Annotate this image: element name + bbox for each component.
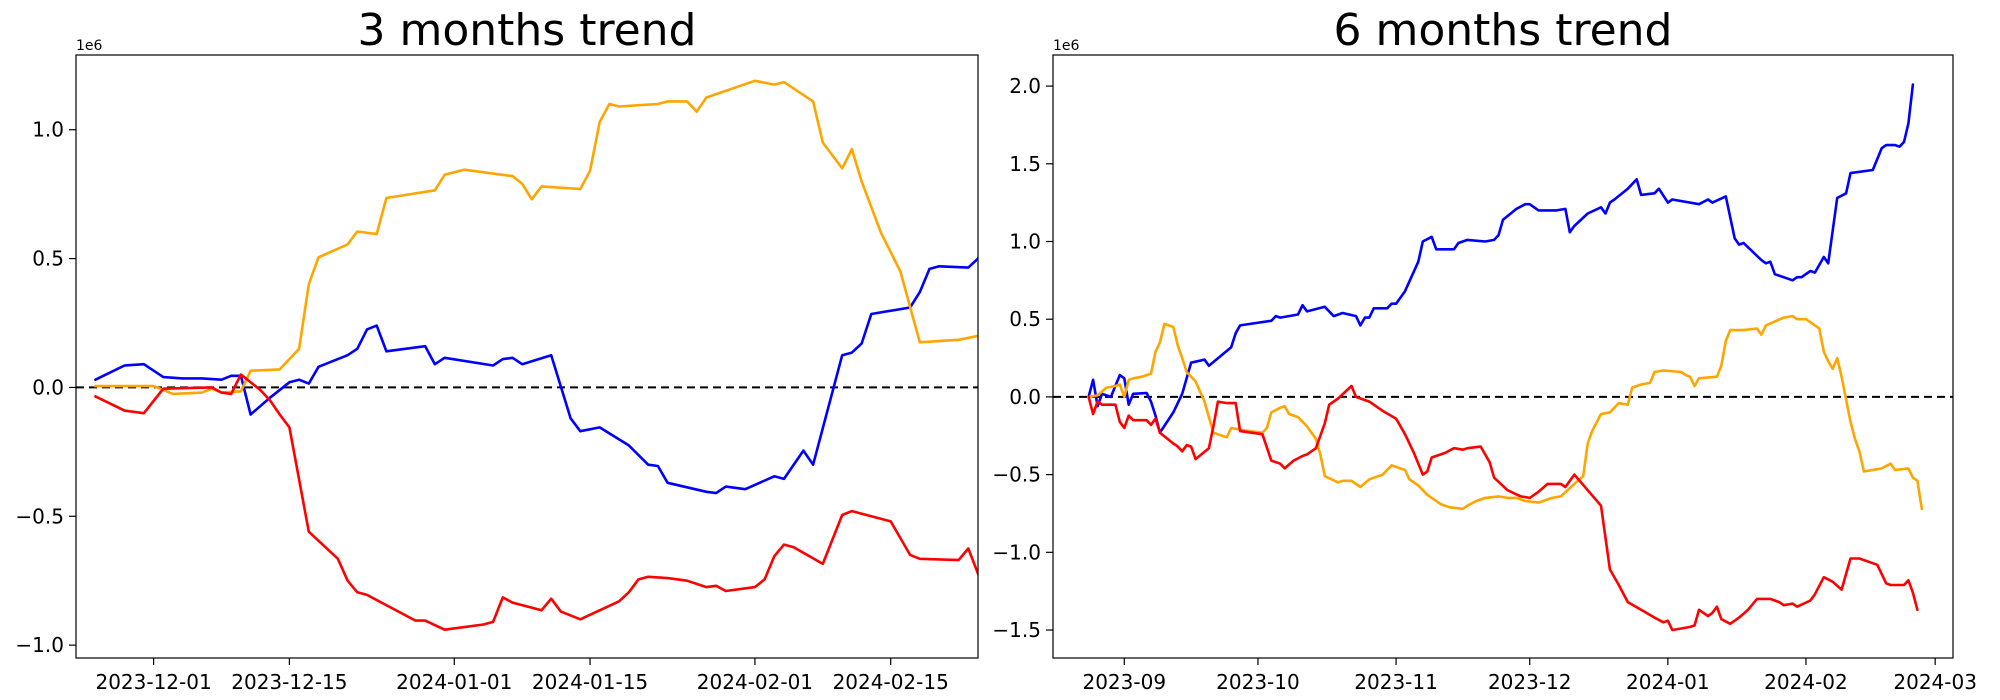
x-tick-label: 2024-02-01	[697, 670, 813, 694]
y-tick-label: 1.0	[32, 118, 64, 142]
chart-panel-1: 3 months trend 1e6 −1.0 −0.5 0.0 0.5 1.0 2023-1…	[15, 5, 979, 694]
x-tick-label: 2023-11	[1354, 670, 1438, 694]
x-tick-label: 2024-01-15	[532, 670, 648, 694]
chart-title: 3 months trend	[358, 5, 697, 56]
plot-frame	[75, 54, 979, 659]
series-line-3	[1087, 384, 1919, 632]
y-offset-label: 1e6	[1053, 38, 1080, 54]
x-tick-label: 2024-01	[1626, 670, 1710, 694]
y-tick-label: −1.5	[992, 618, 1041, 642]
x-tick-label: 2023-12-01	[95, 670, 211, 694]
x-tick-label: 2024-01-01	[396, 670, 512, 694]
plot-frame	[1052, 54, 1954, 659]
x-tick-label: 2023-12	[1488, 670, 1572, 694]
y-tick-label: 0.5	[32, 247, 64, 271]
y-tick-label: 0.0	[1009, 385, 1041, 409]
y-offset-label: 1e6	[76, 38, 103, 54]
x-tick-label: 2024-03	[1893, 670, 1977, 694]
y-tick-label: −0.5	[15, 504, 64, 528]
chart-title: 6 months trend	[1334, 5, 1673, 56]
y-tick-label: −0.5	[992, 463, 1041, 487]
x-tick-label: 2023-12-15	[231, 670, 347, 694]
series-line-1	[1087, 83, 1915, 435]
y-tick-label: −1.0	[992, 540, 1041, 564]
y-tick-label: 1.5	[1009, 152, 1041, 176]
y-tick-label: −1.0	[15, 633, 64, 657]
plot-area	[76, 79, 978, 632]
series-line-3	[94, 373, 978, 632]
y-tick-label: 2.0	[1009, 74, 1041, 98]
y-tick-label: 0.5	[1009, 307, 1041, 331]
series-line-1	[94, 255, 978, 495]
y-tick-label: 1.0	[1009, 229, 1041, 253]
x-tick-label: 2023-09	[1082, 670, 1166, 694]
series-line-2	[94, 79, 978, 396]
y-tick-label: 0.0	[32, 375, 64, 399]
plot-area	[1053, 83, 1953, 632]
x-tick-label: 2023-10	[1216, 670, 1300, 694]
chart-panel-2: 6 months trend 1e6 −1.5 −1.0 −0.5 0.0 0.5 1.0 1.…	[992, 5, 1977, 694]
x-tick-label: 2024-02-15	[833, 670, 949, 694]
x-tick-label: 2024-02	[1764, 670, 1848, 694]
series-line-2	[1087, 314, 1924, 511]
